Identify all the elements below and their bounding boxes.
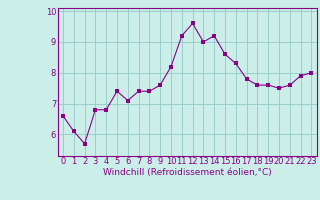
- X-axis label: Windchill (Refroidissement éolien,°C): Windchill (Refroidissement éolien,°C): [103, 168, 272, 177]
